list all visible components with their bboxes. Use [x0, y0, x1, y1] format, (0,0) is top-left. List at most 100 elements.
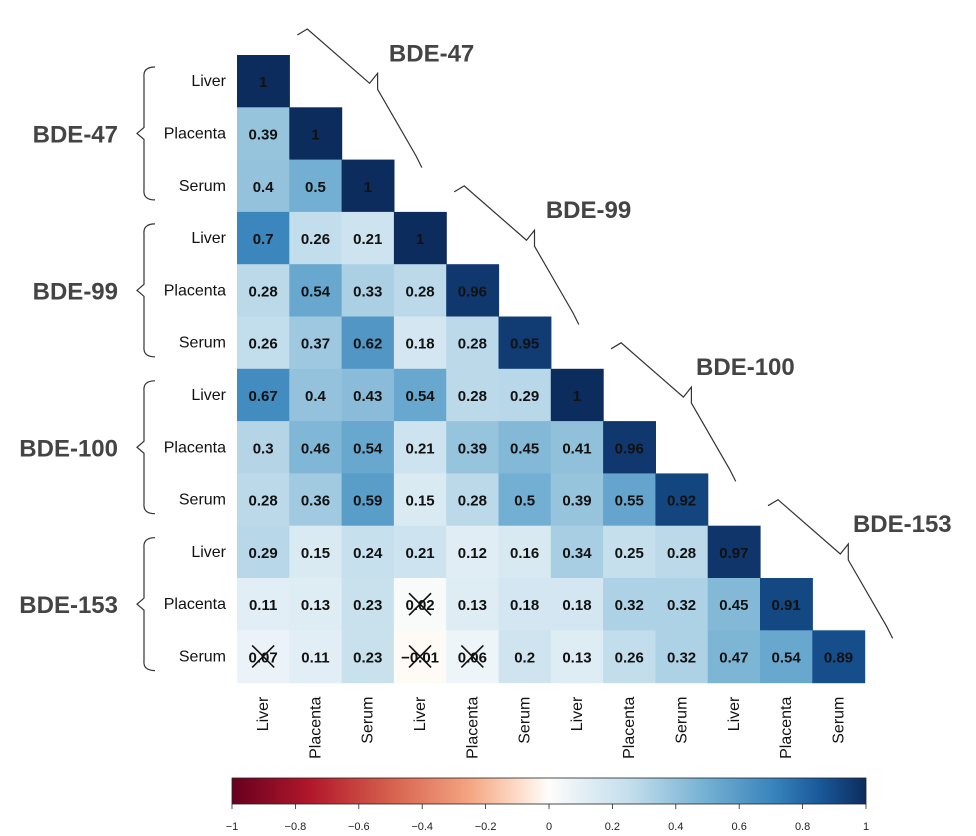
cell-value-label: 0.23 [353, 649, 382, 666]
column-labels: Liver Placenta Serum Liver Placenta Serum Live… [255, 696, 847, 759]
column-label-bde-100-serum: Serum [674, 697, 691, 744]
cell-bde-100-serum-x-bde-99-serum [498, 473, 552, 527]
row-label-bde-153-serum: Serum [179, 648, 226, 665]
cell-bde-153-placenta-x-bde-47-serum [341, 578, 395, 631]
row-label-bde-47-liver: Liver [191, 73, 226, 90]
cell-bde-153-liver-x-bde-99-liver [393, 525, 447, 579]
cell-value-label: 0.26 [301, 231, 330, 248]
cell-bde-99-placenta-x-bde-47-liver [237, 264, 290, 318]
diagonal-group-label-bde-153: BDE-153 [853, 511, 952, 538]
heatmap-cells: 10.39 10.4 0.5 10.7 0.26 0.21 10.28 0.54 0.33 0.2… [237, 55, 866, 684]
cell-value-label: 0.39 [562, 493, 591, 510]
cell-bde-99-placenta-x-bde-47-placenta [289, 264, 343, 318]
cell-bde-100-liver-x-bde-99-placenta [446, 368, 500, 422]
cell-bde-100-serum-x-bde-47-placenta [289, 473, 343, 527]
cell-value-label: 0.21 [405, 545, 434, 562]
cell-value-label: 0.34 [562, 545, 592, 562]
cell-bde-47-serum-x-bde-47-liver [237, 159, 290, 213]
row-label-bde-47-placenta: Placenta [164, 125, 226, 142]
cell-bde-47-serum-x-bde-47-serum [341, 159, 395, 213]
row-label-bde-47-serum: Serum [179, 178, 226, 195]
cell-value-label: 0.54 [301, 283, 331, 300]
cell-value-label: 0.45 [719, 597, 748, 614]
cell-value-label: 0.45 [510, 440, 539, 457]
diagonal-bracket-bde-99 [453, 185, 580, 325]
cell-bde-99-serum-x-bde-99-serum [498, 316, 552, 370]
cell-value-label: 0.28 [458, 493, 487, 510]
cell-bde-153-serum-x-bde-153-serum [812, 630, 866, 684]
cell-value-label: 0.3 [253, 440, 274, 457]
cell-bde-99-liver-x-bde-47-placenta [289, 211, 343, 265]
cell-bde-100-placenta-x-bde-100-liver [550, 421, 604, 474]
cell-bde-153-placenta-x-bde-47-placenta [289, 578, 343, 631]
diagonal-group-brackets: BDE-47 BDE-99 BDE-100 BDE-153 [296, 28, 952, 639]
cell-value-label: 0.13 [562, 649, 591, 666]
cell-value-label: 0.32 [615, 597, 644, 614]
cell-value-label: 0.18 [510, 597, 539, 614]
cell-value-label: 0.37 [301, 336, 330, 353]
cell-bde-100-serum-x-bde-100-placenta [603, 473, 656, 527]
cell-bde-47-placenta-x-bde-47-placenta [289, 107, 343, 161]
cell-bde-153-liver-x-bde-47-placenta [289, 525, 343, 579]
cell-value-label: 0.29 [510, 388, 539, 405]
cell-value-label: 0.46 [301, 440, 330, 457]
cell-bde-153-serum-x-bde-153-liver [707, 630, 761, 684]
diagonal-bracket-bde-47 [296, 28, 423, 168]
cell-bde-100-placenta-x-bde-47-liver [237, 421, 290, 474]
cell-bde-153-serum-x-bde-100-liver [550, 630, 604, 684]
column-label-bde-153-serum: Serum [830, 697, 847, 744]
cell-value-label: 0.43 [353, 388, 382, 405]
cell-value-label: 0.4 [253, 179, 275, 196]
colorbar-tick-label: 0.6 [732, 821, 747, 833]
diagonal-group-label-bde-99: BDE-99 [546, 197, 631, 224]
cell-value-label: 0.16 [510, 545, 539, 562]
left-bracket-bde-100 [136, 380, 156, 515]
cell-value-label: 0.96 [458, 283, 487, 300]
colorbar-tick-label: −0.6 [348, 821, 370, 833]
cell-bde-153-placenta-x-bde-47-liver [237, 578, 290, 631]
cell-value-label: 0.13 [458, 597, 487, 614]
row-label-bde-99-serum: Serum [179, 335, 226, 352]
cell-bde-99-serum-x-bde-47-placenta [289, 316, 343, 370]
colorbar-tick-label: 0.8 [795, 821, 810, 833]
cell-value-label: 0.23 [353, 597, 382, 614]
cell-bde-100-placenta-x-bde-100-placenta [603, 421, 656, 474]
cell-value-label: 0.11 [301, 649, 329, 666]
cell-bde-153-liver-x-bde-99-serum [498, 525, 552, 579]
column-label-bde-100-placenta: Placenta [621, 696, 638, 758]
cell-bde-99-liver-x-bde-47-liver [237, 211, 290, 265]
cell-value-label: 0.7 [253, 231, 274, 248]
cell-value-label: 0.28 [405, 283, 434, 300]
cell-value-label: 0.25 [615, 545, 644, 562]
cell-value-label: 0.26 [249, 336, 278, 353]
cell-bde-153-serum-x-bde-99-serum [498, 630, 552, 684]
cell-value-label: 1 [416, 231, 424, 248]
cell-value-label: −0.01 [401, 649, 439, 666]
cell-value-label: 0.18 [405, 336, 434, 353]
cell-bde-153-placenta-x-bde-99-placenta [446, 578, 500, 631]
cell-value-label: 0.95 [510, 336, 539, 353]
cell-value-label: 0.54 [353, 440, 383, 457]
insignificant-cross-mark [251, 644, 275, 669]
cell-value-label: 0.4 [305, 388, 327, 405]
cell-value-label: 0.54 [772, 649, 802, 666]
cell-bde-153-serum-x-bde-100-placenta [603, 630, 656, 684]
colorbar-tick-label: 0.4 [668, 821, 683, 833]
cell-value-label: 0.15 [405, 493, 434, 510]
cell-value-label: 0.55 [615, 493, 644, 510]
cell-value-label: 0.91 [772, 597, 801, 614]
cell-value-label: 0.02 [405, 597, 434, 614]
cell-value-label: 0.2 [514, 649, 535, 666]
cell-bde-100-serum-x-bde-47-liver [237, 473, 290, 527]
row-label-bde-153-liver: Liver [191, 544, 226, 561]
cell-bde-47-serum-x-bde-47-placenta [289, 159, 343, 213]
cell-bde-100-serum-x-bde-100-liver [550, 473, 604, 527]
column-label-bde-100-liver: Liver [569, 696, 586, 731]
column-label-bde-47-liver: Liver [255, 696, 272, 731]
left-bracket-bde-99 [136, 223, 156, 358]
cell-bde-153-liver-x-bde-153-liver [707, 525, 761, 579]
cell-value-label: 0.39 [458, 440, 487, 457]
cell-value-label: 0.11 [249, 597, 277, 614]
insignificant-cross-mark [460, 644, 484, 669]
